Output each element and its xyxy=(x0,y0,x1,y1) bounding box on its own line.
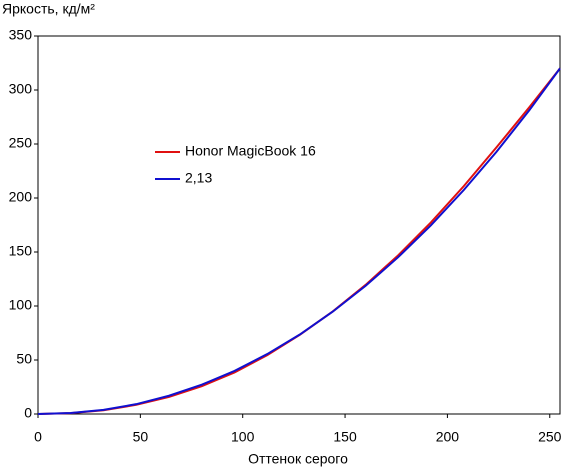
legend-label: Honor MagicBook 16 xyxy=(185,143,316,159)
y-tick-label: 50 xyxy=(16,351,32,367)
y-axis-label: Яркость, кд/м² xyxy=(2,1,95,17)
y-tick-label: 100 xyxy=(9,297,33,313)
x-tick-label: 50 xyxy=(133,429,149,445)
x-tick-label: 200 xyxy=(436,429,460,445)
x-tick-label: 100 xyxy=(231,429,255,445)
y-tick-label: 0 xyxy=(24,405,32,421)
y-tick-label: 200 xyxy=(9,189,33,205)
x-tick-label: 250 xyxy=(538,429,561,445)
y-tick-label: 350 xyxy=(9,27,33,43)
x-tick-label: 0 xyxy=(34,429,42,445)
series-line xyxy=(37,67,561,415)
y-tick-label: 250 xyxy=(9,135,33,151)
series-line xyxy=(37,67,561,415)
legend-label: 2,13 xyxy=(185,170,212,186)
y-tick-label: 300 xyxy=(9,81,33,97)
y-tick-label: 150 xyxy=(9,243,33,259)
plot-frame xyxy=(37,35,561,415)
x-axis-label: Оттенок серого xyxy=(248,451,348,467)
x-tick-label: 150 xyxy=(333,429,357,445)
